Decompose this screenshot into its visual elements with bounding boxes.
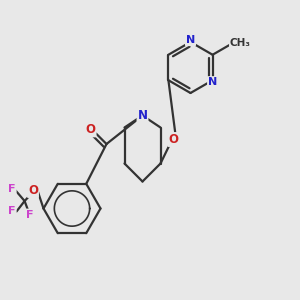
Text: O: O (168, 133, 178, 146)
Text: N: N (137, 109, 148, 122)
Text: N: N (186, 35, 195, 45)
Text: F: F (8, 206, 16, 217)
Text: CH₃: CH₃ (230, 38, 251, 48)
Text: N: N (208, 77, 217, 87)
Text: O: O (28, 184, 38, 197)
Text: O: O (85, 123, 96, 136)
Text: F: F (8, 184, 16, 194)
Text: F: F (26, 209, 34, 220)
